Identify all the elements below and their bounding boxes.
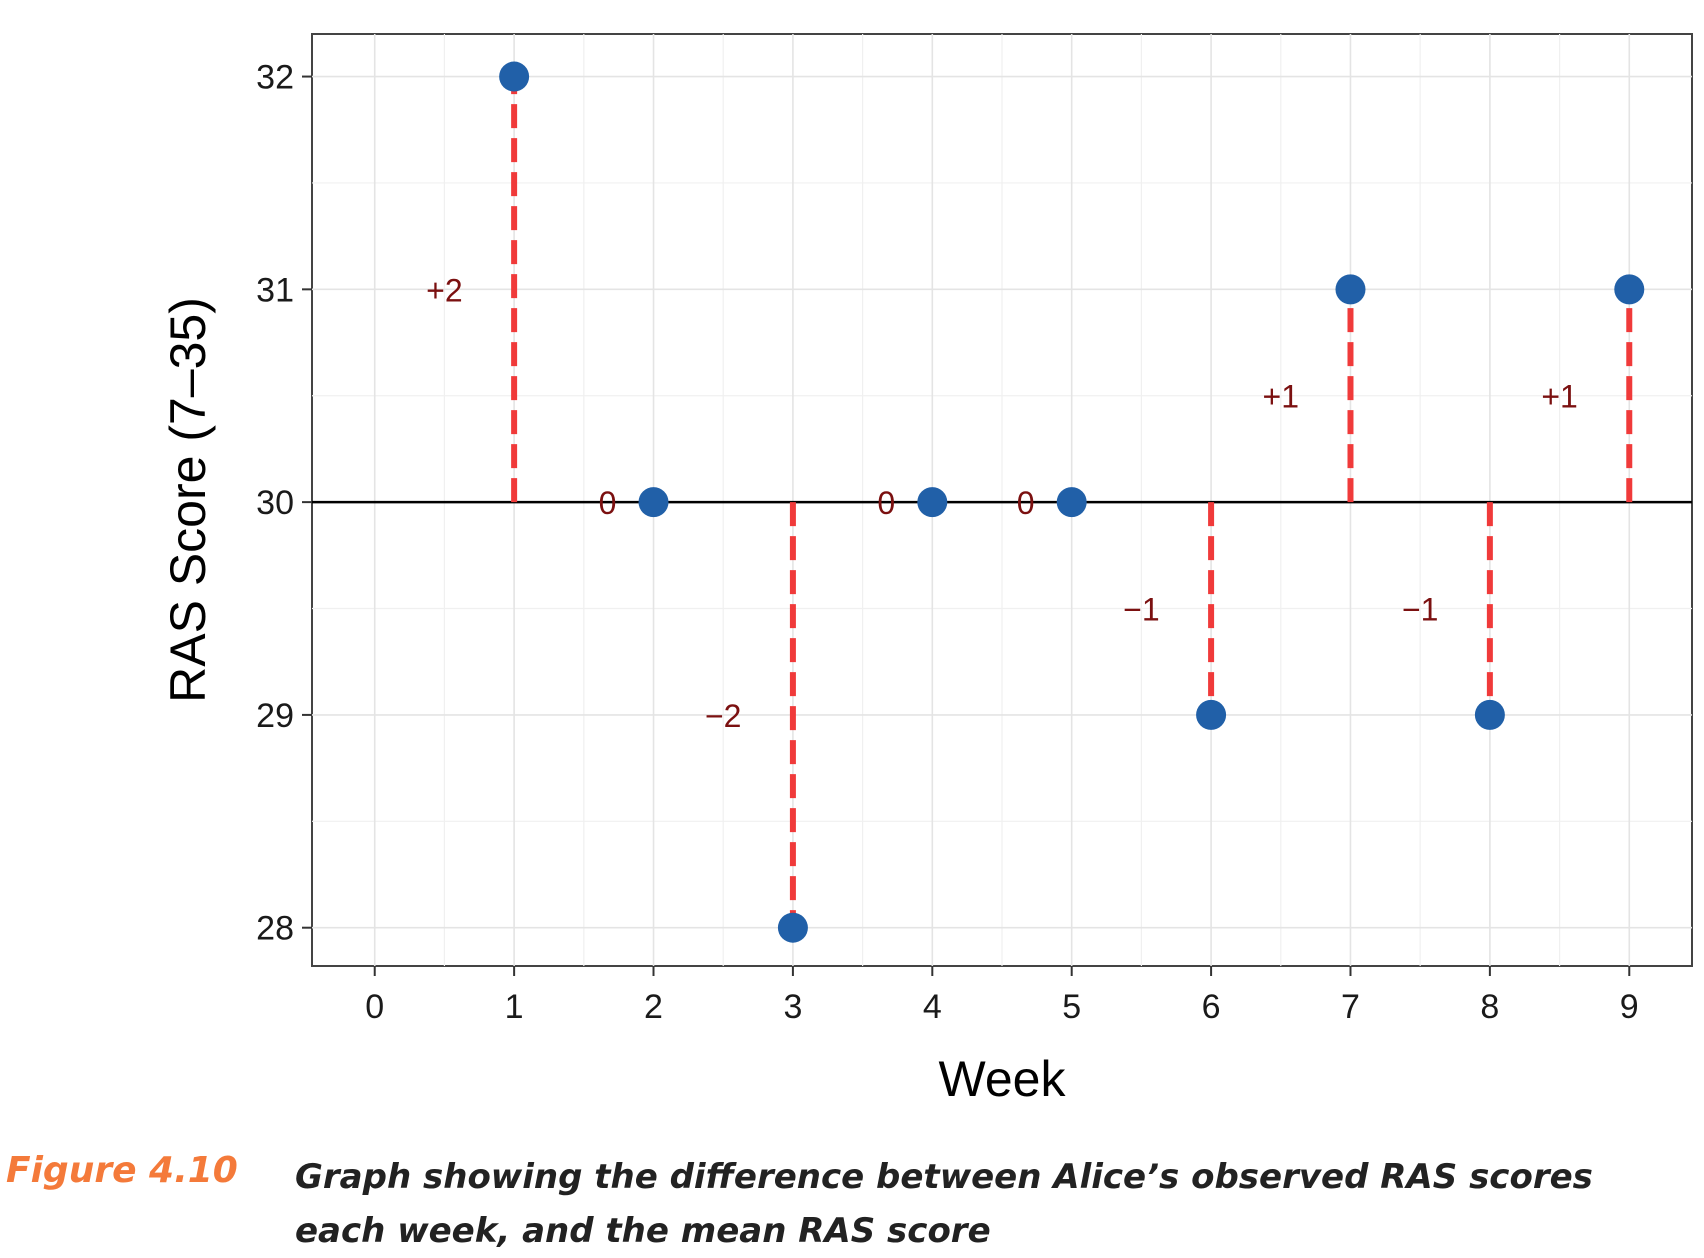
x-tick-label: 1 — [505, 988, 524, 1026]
difference-label: −2 — [705, 698, 741, 734]
x-tick-label: 0 — [365, 988, 384, 1026]
difference-label: +2 — [426, 272, 462, 308]
figure-label: Figure 4.10 — [6, 1150, 238, 1191]
data-point — [1335, 274, 1366, 305]
y-tick-label: 30 — [256, 484, 294, 522]
y-tick-label: 29 — [256, 697, 294, 735]
y-axis-ticks: 28 29 30 31 32 — [256, 59, 312, 948]
data-point — [1474, 699, 1505, 730]
x-axis-ticks: 0 1 2 3 4 5 6 7 8 9 — [365, 966, 1639, 1026]
x-tick-label: 8 — [1480, 988, 1499, 1026]
difference-label: 0 — [1017, 485, 1035, 521]
x-axis-title: Week — [939, 1051, 1067, 1107]
difference-label: 0 — [599, 485, 617, 521]
data-point — [777, 912, 808, 943]
difference-label: +1 — [1263, 379, 1299, 415]
data-point — [1056, 487, 1087, 518]
y-tick-label: 31 — [256, 271, 294, 309]
difference-label: −1 — [1402, 592, 1438, 628]
x-tick-label: 9 — [1620, 988, 1639, 1026]
x-tick-label: 5 — [1062, 988, 1081, 1026]
data-point — [917, 487, 948, 518]
y-axis-title: RAS Score (7–35) — [160, 297, 216, 703]
y-tick-label: 32 — [256, 59, 294, 97]
difference-label: −1 — [1123, 592, 1159, 628]
data-points — [499, 61, 1645, 943]
data-point — [1196, 699, 1227, 730]
x-tick-label: 6 — [1202, 988, 1221, 1026]
difference-label: 0 — [877, 485, 895, 521]
x-tick-label: 2 — [644, 988, 663, 1026]
data-point — [638, 487, 669, 518]
x-tick-label: 3 — [783, 988, 802, 1026]
difference-labels: +2 0 −2 0 0 −1 +1 −1 +1 — [426, 272, 1578, 734]
data-point — [1614, 274, 1645, 305]
residual-lines — [511, 76, 1633, 928]
x-tick-label: 4 — [923, 988, 942, 1026]
x-tick-label: 7 — [1341, 988, 1360, 1026]
figure-caption-text: Graph showing the difference between Ali… — [295, 1157, 1593, 1251]
data-point — [499, 61, 530, 92]
difference-label: +1 — [1541, 379, 1577, 415]
ras-score-chart: +2 0 −2 0 0 −1 +1 −1 +1 0 1 2 3 4 5 6 7 8 9 28 29 30 31 32 We… — [160, 33, 1693, 1107]
y-tick-label: 28 — [256, 910, 294, 948]
